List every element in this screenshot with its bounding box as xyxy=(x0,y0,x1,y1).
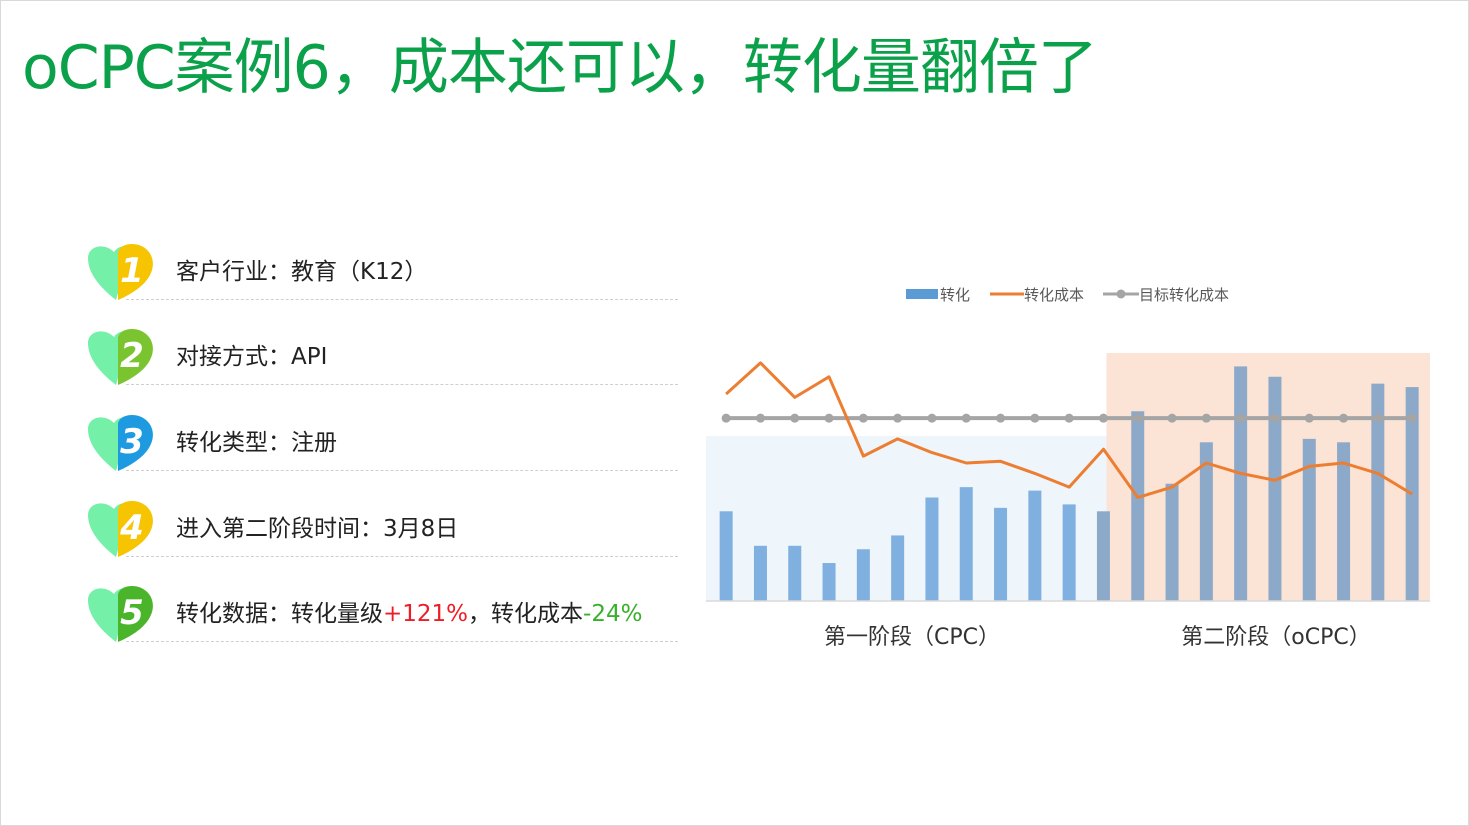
target-cost-point xyxy=(1064,413,1074,423)
bar-conversion xyxy=(1199,442,1213,601)
slide-title: oCPC案例6，成本还可以，转化量翻倍了 xyxy=(22,33,1098,103)
info-item-conversion-type: 3 转化类型：注册 xyxy=(86,411,678,471)
number-5-icon: 5 xyxy=(88,586,153,642)
number-1-icon: 1 xyxy=(88,244,153,300)
bar-conversion xyxy=(994,507,1008,601)
legend-bar-swatch xyxy=(906,289,938,299)
info-item-industry: 1 客户行业：教育（K12） xyxy=(86,240,678,300)
target-cost-point xyxy=(721,413,731,423)
svg-text:2: 2 xyxy=(120,336,144,376)
bar-conversion xyxy=(1371,383,1385,601)
target-cost-point xyxy=(1339,413,1349,423)
volume-change: +121% xyxy=(383,601,469,627)
dashed-divider xyxy=(126,556,678,557)
target-cost-point xyxy=(1270,413,1280,423)
bar-conversion xyxy=(1028,490,1042,601)
bar-conversion xyxy=(925,497,939,601)
item-text: 转化数据：转化量级+121%，转化成本-24% xyxy=(176,601,643,627)
target-cost-point xyxy=(1030,413,1040,423)
bar-conversion xyxy=(959,487,973,601)
phase-label: 第二阶段（oCPC） xyxy=(1181,625,1370,650)
legend-label: 转化 xyxy=(940,286,970,304)
bar-conversion xyxy=(891,535,905,601)
item-text: 客户行业：教育（K12） xyxy=(176,259,428,285)
info-item-results: 5 转化数据：转化量级+121%，转化成本-24% xyxy=(86,582,678,642)
target-cost-point xyxy=(1167,413,1177,423)
item-text: 转化类型：注册 xyxy=(176,430,337,456)
target-cost-point xyxy=(927,413,937,423)
bar-conversion xyxy=(1062,504,1076,601)
legend-label: 转化成本 xyxy=(1024,286,1084,304)
legend-label: 目标转化成本 xyxy=(1139,286,1229,304)
target-cost-point xyxy=(961,413,971,423)
dashed-divider xyxy=(126,470,678,471)
bar-conversion xyxy=(788,545,802,601)
dashed-divider xyxy=(126,641,678,642)
bar-conversion xyxy=(1302,438,1316,601)
item-text: 进入第二阶段时间：3月8日 xyxy=(176,516,459,542)
item-text: 对接方式：API xyxy=(176,344,328,370)
target-cost-point xyxy=(755,413,765,423)
bar-conversion xyxy=(822,563,836,601)
bar-conversion xyxy=(719,511,733,601)
phase-label: 第一阶段（CPC） xyxy=(824,625,1000,650)
legend-target-marker xyxy=(1116,289,1126,299)
svg-text:1: 1 xyxy=(120,251,144,291)
bar-conversion xyxy=(1337,442,1351,601)
target-cost-point xyxy=(1133,413,1143,423)
bar-conversion xyxy=(1096,511,1110,601)
info-item-integration: 2 对接方式：API xyxy=(86,325,678,385)
bar-conversion xyxy=(1268,376,1282,601)
number-3-icon: 3 xyxy=(88,415,153,471)
svg-text:4: 4 xyxy=(119,508,144,548)
svg-text:3: 3 xyxy=(120,422,144,462)
number-2-icon: 2 xyxy=(88,329,153,385)
dashed-divider xyxy=(126,299,678,300)
bar-conversion xyxy=(753,545,767,601)
target-cost-point xyxy=(858,413,868,423)
target-cost-point xyxy=(996,413,1006,423)
target-cost-point xyxy=(1098,413,1108,423)
target-cost-point xyxy=(1236,413,1246,423)
number-4-icon: 4 xyxy=(88,501,153,557)
bar-conversion xyxy=(856,549,870,601)
dashed-divider xyxy=(126,384,678,385)
target-cost-point xyxy=(1407,413,1417,423)
target-cost-point xyxy=(1201,413,1211,423)
target-cost-point xyxy=(790,413,800,423)
bar-conversion xyxy=(1131,411,1145,601)
cost-change: -24% xyxy=(583,601,643,627)
target-cost-point xyxy=(824,413,834,423)
target-cost-point xyxy=(893,413,903,423)
bar-conversion xyxy=(1234,366,1248,601)
info-item-phase-date: 4 进入第二阶段时间：3月8日 xyxy=(86,497,678,557)
bar-conversion xyxy=(1165,483,1179,601)
svg-text:5: 5 xyxy=(120,593,144,633)
target-cost-point xyxy=(1304,413,1314,423)
conversion-cost-line xyxy=(725,361,1413,499)
target-cost-point xyxy=(1373,413,1383,423)
